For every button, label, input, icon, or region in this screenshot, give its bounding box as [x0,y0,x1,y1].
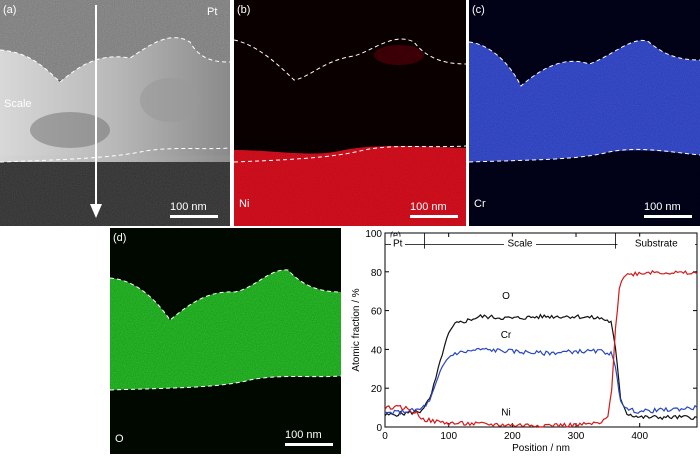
region-pt-label: Pt [393,239,403,250]
scan-arrow-head [90,204,102,218]
series-line-cr [384,347,698,416]
series-label-o: O [502,291,510,302]
scale-label: Scale [4,98,32,110]
x-tick-label: 300 [568,431,585,442]
panel-b-label: (b) [237,4,251,16]
scalebar-c [644,215,692,218]
panel-a-label: (a) [3,4,17,16]
region-label-bg [391,236,405,248]
scalebar-c-text: 100 nm [644,201,681,213]
y-tick-label: 40 [371,345,383,356]
y-tick-label: 0 [376,423,382,434]
panel-b-ni-map: (b) Ni 100 nm [234,0,466,226]
panel-d-label: (d) [113,232,127,244]
scalebar-b [410,215,458,218]
x-tick-label: 200 [504,431,521,442]
scalebar-b-text: 100 nm [410,201,447,213]
o-element-label: O [115,433,124,445]
scalebar-a-text: 100 nm [170,201,207,213]
panel-a-tem-image: (a) Pt Scale 100 nm [0,0,230,226]
x-tick-label: 400 [631,431,648,442]
cr-element-label: Cr [474,198,486,210]
series-line-ni [384,269,698,429]
ni-element-label: Ni [239,198,250,210]
panel-d-o-map: (d) O 100 nm [110,228,341,454]
y-tick-label: 80 [371,268,383,279]
region-label-bg [503,236,536,248]
y-tick-label: 60 [371,307,383,318]
scalebar-a [170,215,218,218]
y-tick-label: 20 [371,384,383,395]
panel-e-label: (e) [390,230,401,240]
pt-label: Pt [207,6,218,18]
series-label-ni: Ni [501,407,510,418]
scalebar-d-text: 100 nm [285,429,322,441]
region-label-bg [617,236,695,248]
region-substrate-label: Substrate [635,239,678,250]
panel-c-label: (c) [472,4,485,16]
series-line-o [384,313,698,421]
panel-c-cr-map: (c) Cr 100 nm [469,0,700,226]
region-scale-label: Scale [507,239,532,250]
x-tick-label: 0 [382,431,388,442]
y-axis-label: Atomic fraction / % [351,288,362,371]
y-tick-label: 100 [365,229,382,240]
panel-e-line-profile-chart: 0 20 40 60 80 100 0 100 200 300 400 Position / nm At… [345,228,700,454]
x-tick-label: 100 [440,431,457,442]
x-axis-label: Position / nm [512,443,570,454]
plot-frame [384,232,698,428]
scalebar-d [285,443,333,446]
series-label-cr: Cr [501,330,512,341]
